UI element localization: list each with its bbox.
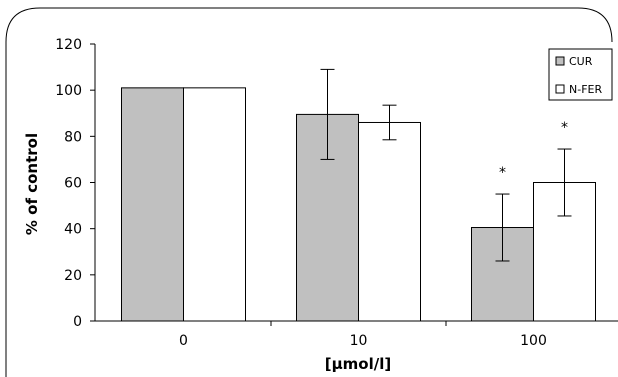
- legend-swatch-n-fer: [555, 84, 565, 94]
- legend-swatch-cur: [555, 56, 565, 66]
- x-tick-label: 0: [179, 333, 188, 349]
- y-tick-label: 0: [73, 314, 82, 330]
- bar-groups: **: [121, 68, 596, 322]
- legend-label-n-fer: N-FER: [569, 83, 602, 96]
- y-tick-label: 20: [64, 268, 82, 284]
- y-tick-label: 100: [55, 83, 82, 99]
- y-tick-label: 120: [55, 37, 82, 53]
- y-axis-ticks: 0 20 40 60 80 100 120: [55, 37, 95, 330]
- significance-star: *: [499, 165, 506, 181]
- x-axis-ticks: 0 10 100: [179, 321, 547, 349]
- y-tick-label: 40: [64, 222, 82, 238]
- legend-label-cur: CUR: [569, 55, 593, 68]
- x-tick-label: 100: [520, 333, 547, 349]
- y-tick-label: 80: [64, 129, 82, 145]
- y-axis-title: % of control: [23, 133, 41, 235]
- bar-n-fer-10: [358, 121, 421, 322]
- chart-frame: [5, 7, 613, 377]
- y-tick-label: 60: [64, 176, 82, 192]
- x-tick-label: 10: [350, 333, 368, 349]
- bar-cur-0: [121, 87, 184, 322]
- legend: CUR N-FER: [548, 48, 613, 101]
- bar-n-fer-0: [183, 87, 246, 322]
- significance-star: *: [561, 120, 568, 136]
- x-axis-title: [μmol/l]: [325, 355, 391, 373]
